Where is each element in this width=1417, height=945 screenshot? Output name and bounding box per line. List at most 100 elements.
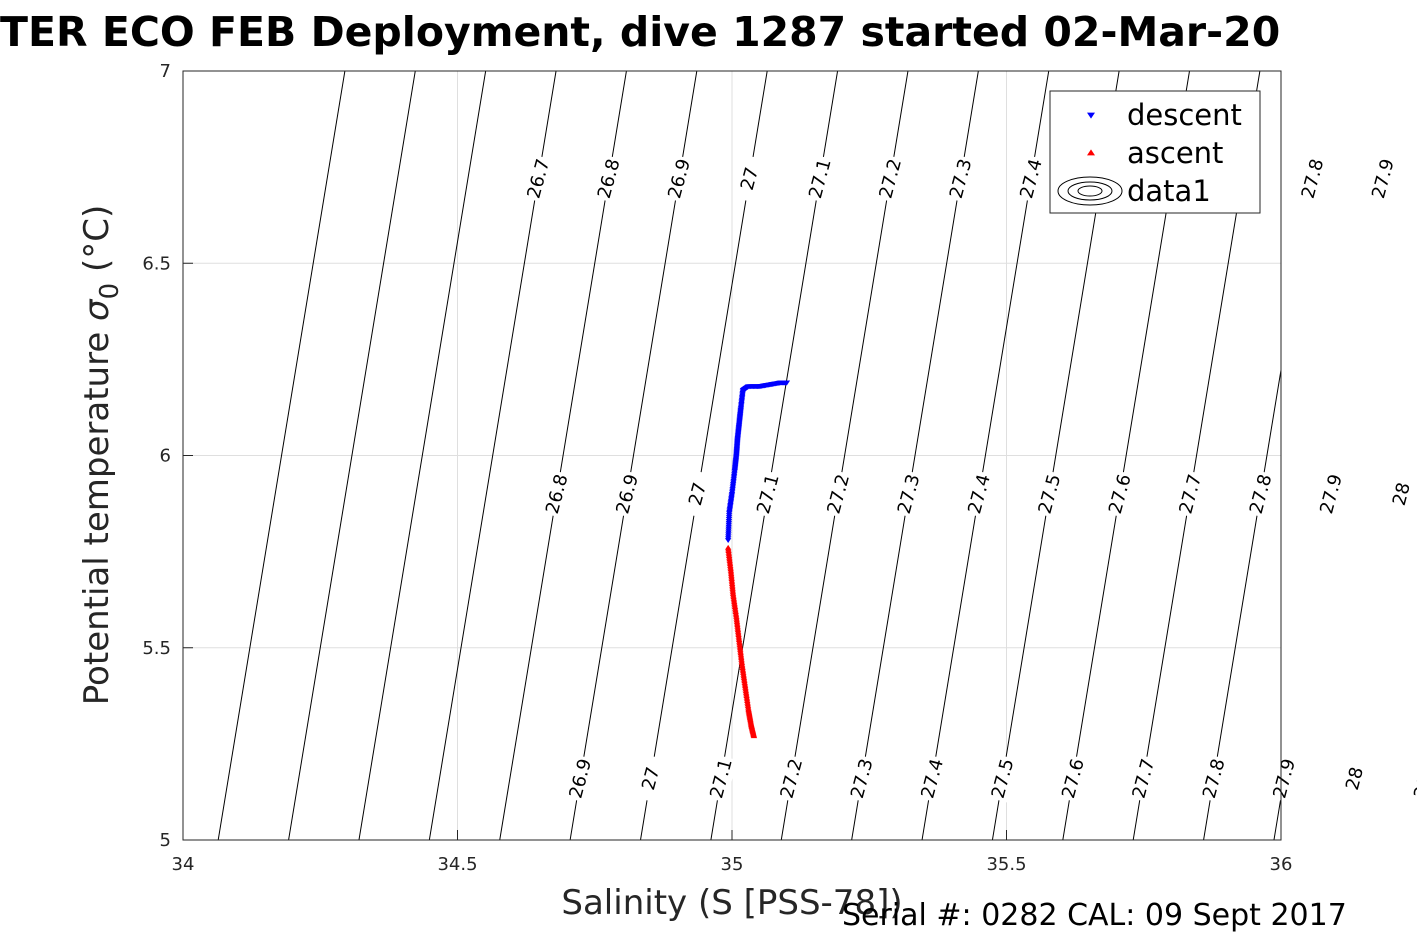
- contour-label: 26.9: [563, 754, 597, 803]
- x-tick-label: 36: [1270, 854, 1293, 875]
- legend-entry-descent: descent: [1087, 98, 1242, 132]
- svg-text:27.7: 27.7: [1128, 757, 1159, 801]
- contour-label: 27: [681, 469, 714, 519]
- svg-text:27.3: 27.3: [847, 757, 878, 801]
- legend: descent ascent data1: [1049, 90, 1261, 214]
- contour-label: 26.9: [662, 154, 696, 203]
- isopycnal-line: [217, 71, 346, 840]
- legend-box: [1049, 90, 1261, 214]
- contour-label: 27: [733, 154, 766, 203]
- ascent-point: [750, 733, 758, 739]
- contour-label: 27.2: [873, 154, 907, 203]
- contour-label: 27.8: [1244, 469, 1277, 519]
- svg-text:27.7: 27.7: [1175, 472, 1206, 516]
- contour-label: 27.1: [751, 469, 785, 519]
- y-tick-label: 5: [160, 830, 171, 851]
- x-axis-label: Salinity (S [PSS-78]): [561, 883, 902, 923]
- svg-text:27.6: 27.6: [1105, 472, 1136, 516]
- contour-label: 27.7: [1173, 469, 1207, 519]
- series-descent: [724, 380, 791, 543]
- svg-text:26.8: 26.8: [594, 157, 625, 201]
- legend-contour-marker: [1057, 176, 1123, 206]
- isopycnal-line: [1203, 366, 1281, 840]
- x-tick-label: 35: [721, 854, 744, 875]
- svg-text:26.9: 26.9: [664, 157, 695, 201]
- chart-title: TER ECO FEB Deployment, dive 1287 starte…: [0, 8, 1281, 56]
- contour-label: 27.3: [892, 469, 925, 519]
- y-axis-label: Potential temperature σ0 (°C): [77, 205, 125, 705]
- contour-label: 27.3: [845, 754, 879, 803]
- svg-text:27.2: 27.2: [777, 757, 808, 801]
- contour-label: 27.5: [986, 754, 1019, 803]
- y-tick-label: 5.5: [142, 638, 171, 659]
- svg-text:26.8: 26.8: [542, 472, 573, 516]
- svg-text:27.1: 27.1: [753, 472, 784, 516]
- svg-text:26.9: 26.9: [565, 757, 596, 801]
- contour-label: 27.3: [944, 154, 977, 203]
- svg-text:27.4: 27.4: [1016, 157, 1047, 201]
- contour-label: 27.8: [1197, 754, 1231, 803]
- x-tick-label: 34.5: [437, 854, 477, 875]
- data-series: [724, 380, 791, 739]
- contour-label: 27.5: [1033, 469, 1066, 519]
- svg-text:28.1: 28.1: [1410, 757, 1417, 801]
- svg-text:26.9: 26.9: [612, 472, 643, 516]
- svg-text:27.6: 27.6: [1058, 757, 1089, 801]
- contour-label: 27.1: [803, 154, 837, 203]
- y-tick-label: 7: [160, 61, 171, 82]
- contour-label: 28: [1338, 754, 1371, 803]
- legend-contour-marker: [1077, 185, 1103, 197]
- contour-label: 27.2: [821, 469, 855, 519]
- svg-text:27.4: 27.4: [917, 757, 948, 801]
- svg-text:27.8: 27.8: [1298, 157, 1329, 201]
- x-tick-label: 35.5: [986, 854, 1026, 875]
- legend-ascent-marker: [1087, 149, 1095, 156]
- series-ascent: [724, 544, 758, 739]
- descent-point: [783, 380, 791, 386]
- isopycnal-line: [358, 71, 487, 840]
- axis-ticks: 34 34.5 35 35.5 36 5 5.5 6 6.5 7: [142, 61, 1292, 875]
- contour-label: 28.1: [1408, 754, 1417, 803]
- svg-text:27.2: 27.2: [875, 157, 906, 201]
- x-tick-label: 34: [172, 854, 195, 875]
- contour-label: 27.4: [1014, 154, 1048, 203]
- legend-contour-marker: [1067, 181, 1113, 201]
- contour-label: 27.8: [1296, 154, 1329, 203]
- contour-label: 26.8: [592, 154, 626, 203]
- svg-text:27.5: 27.5: [1035, 472, 1066, 516]
- svg-text:27.1: 27.1: [805, 157, 836, 201]
- svg-text:26.7: 26.7: [523, 157, 554, 201]
- svg-text:27.5: 27.5: [988, 757, 1019, 801]
- contour-label: 26.7: [521, 154, 555, 203]
- legend-label: data1: [1127, 174, 1211, 208]
- contour-label: 26.9: [610, 469, 644, 519]
- legend-label: ascent: [1127, 136, 1223, 170]
- y-tick-label: 6: [160, 446, 171, 467]
- isopycnal-line: [288, 71, 416, 840]
- svg-text:27.9: 27.9: [1269, 757, 1300, 801]
- contour-label: 28: [1385, 469, 1417, 519]
- svg-text:27.9: 27.9: [1368, 157, 1399, 201]
- contour-label: 27.4: [962, 469, 996, 519]
- contour-label: 27.6: [1103, 469, 1137, 519]
- isopycnal-line: [1408, 33, 1417, 879]
- svg-text:27.4: 27.4: [964, 472, 995, 516]
- contour-label: 27.9: [1314, 469, 1348, 519]
- contour-label: 27.7: [1127, 754, 1160, 803]
- legend-entry-data1: data1: [1057, 174, 1211, 208]
- svg-text:27.8: 27.8: [1199, 757, 1230, 801]
- y-tick-label: 6.5: [142, 253, 171, 274]
- contour-label: 27.9: [1267, 754, 1301, 803]
- contour-label: 27.2: [775, 754, 808, 803]
- svg-text:27.3: 27.3: [946, 157, 977, 201]
- svg-text:27.9: 27.9: [1316, 472, 1347, 516]
- contour-label: 27.9: [1366, 154, 1400, 203]
- serial-cal-footer: Serial #: 0282 CAL: 09 Sept 2017: [842, 898, 1347, 933]
- svg-text:27.8: 27.8: [1246, 472, 1277, 516]
- contour-label: 27.4: [915, 754, 949, 803]
- svg-text:27.3: 27.3: [894, 472, 925, 516]
- legend-entry-ascent: ascent: [1087, 136, 1223, 170]
- legend-label: descent: [1127, 98, 1242, 132]
- contour-label: 27.6: [1056, 754, 1090, 803]
